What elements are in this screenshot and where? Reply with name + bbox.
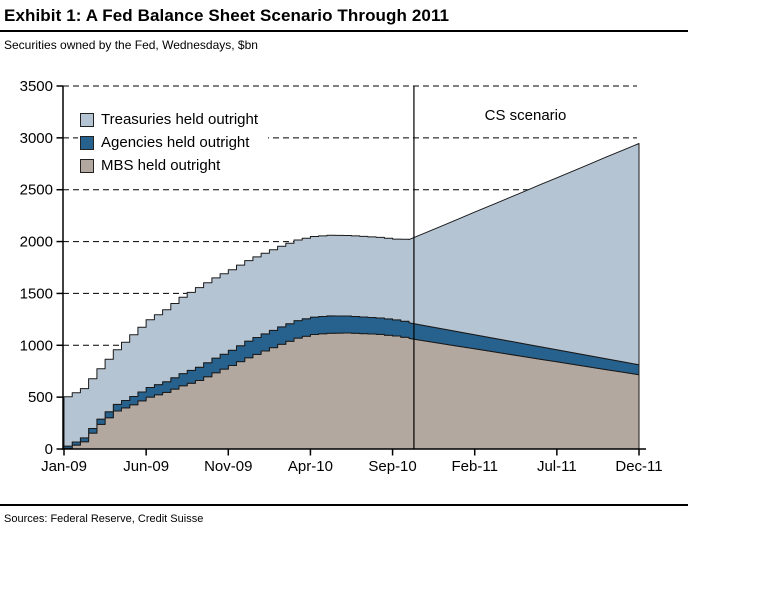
cs-scenario-label: CS scenario — [484, 107, 567, 124]
x-tick-label: Jan-09 — [41, 458, 87, 475]
legend-item: Agencies held outright — [80, 131, 258, 154]
x-tick-label: Dec-11 — [615, 458, 662, 475]
chart-subtitle: Securities owned by the Fed, Wednesdays,… — [4, 38, 258, 52]
x-tick-label: Jul-11 — [537, 458, 577, 475]
legend-item: MBS held outright — [80, 154, 258, 177]
y-tick-label: 3500 — [20, 78, 53, 95]
x-tick-label: Apr-10 — [288, 458, 333, 475]
legend-swatch-icon — [80, 112, 94, 127]
legend-label: Agencies held outright — [101, 134, 250, 151]
title-underline — [0, 30, 688, 32]
y-tick-label: 0 — [45, 441, 53, 458]
x-tick-label: Feb-11 — [452, 458, 498, 475]
y-tick-label: 3000 — [20, 130, 53, 147]
y-tick-label: 1500 — [20, 285, 53, 302]
chart-title: Exhibit 1: A Fed Balance Sheet Scenario … — [4, 6, 450, 25]
x-tick-label: Sep-10 — [368, 458, 416, 475]
x-tick-label: Nov-09 — [204, 458, 252, 475]
legend-swatch-icon — [80, 135, 94, 150]
footer-rule — [0, 504, 688, 506]
legend-swatch-icon — [80, 158, 94, 173]
x-tick-label: Jun-09 — [123, 458, 169, 475]
y-tick-label: 500 — [28, 389, 53, 406]
y-tick-label: 1000 — [20, 337, 53, 354]
legend-label: Treasuries held outright — [101, 111, 259, 128]
legend-item: Treasuries held outright — [80, 108, 258, 131]
area-treasuries — [63, 143, 640, 447]
y-tick-label: 2500 — [20, 182, 53, 199]
legend: Treasuries held outright Agencies held ou… — [78, 106, 269, 179]
y-tick-label: 2000 — [20, 234, 53, 251]
sources-note: Sources: Federal Reserve, Credit Suisse — [4, 513, 204, 525]
legend-label: MBS held outright — [101, 157, 221, 174]
